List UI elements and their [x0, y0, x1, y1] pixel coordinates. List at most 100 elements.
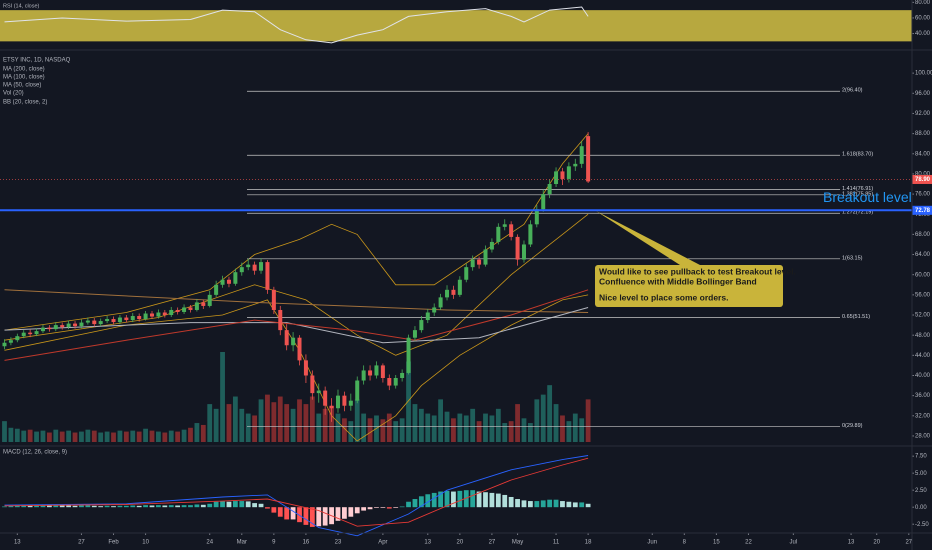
candle-body: [335, 395, 340, 409]
candle: [521, 240, 526, 263]
candle-body: [547, 184, 552, 195]
x-tick-label: 22: [745, 540, 752, 546]
candle-body: [156, 312, 161, 317]
candle: [445, 285, 450, 301]
volume-bar: [444, 411, 450, 442]
x-tick-label: 13: [424, 540, 431, 546]
candle: [464, 263, 469, 283]
volume-bar: [361, 413, 367, 442]
macd-histogram-bar: [117, 505, 123, 508]
macd-histogram-bar: [303, 507, 309, 525]
macd-histogram-bar: [91, 505, 97, 508]
candle: [92, 318, 97, 327]
volume-bar: [181, 429, 187, 442]
candle-body: [566, 166, 571, 179]
candle: [438, 293, 443, 310]
volume-bar: [245, 413, 251, 442]
candle: [291, 332, 296, 352]
volume-bar: [156, 431, 161, 442]
candle-body: [554, 171, 559, 184]
candle-body: [438, 297, 443, 308]
candle-body: [34, 331, 39, 335]
candle-body: [117, 317, 122, 323]
y-tick-label: 96.00: [915, 91, 931, 97]
macd-histogram-bar: [451, 491, 456, 508]
candle-body: [137, 316, 142, 320]
candle: [21, 330, 26, 339]
x-tick-label: Feb: [108, 540, 119, 546]
fib-label: 0.65(51.51): [842, 314, 870, 320]
moving-average: [4, 289, 589, 313]
x-tick-label: 20: [457, 540, 464, 546]
x-tick-label: 9: [272, 540, 276, 546]
candle-body: [143, 313, 148, 320]
y-tick-label: 36.00: [915, 393, 931, 399]
macd-histogram-bar: [483, 492, 488, 508]
x-tick-label: 8: [683, 540, 687, 546]
volume-bar: [252, 415, 258, 442]
macd-histogram-bar: [46, 505, 52, 508]
x-tick-label: 13: [848, 540, 855, 546]
volume-bar: [463, 415, 469, 442]
candle-body: [226, 279, 231, 284]
candle-body: [40, 327, 45, 332]
macd-histogram-bar: [136, 505, 142, 508]
macd-histogram-bar: [53, 504, 59, 508]
candle-body: [419, 320, 424, 331]
candle: [329, 398, 334, 422]
legend-entry: BB (20, close, 2): [3, 100, 47, 106]
x-tick-label: Jul: [790, 540, 798, 546]
candle-body: [2, 342, 7, 347]
callout-box: [595, 265, 783, 307]
candle-body: [483, 249, 488, 265]
candle-body: [278, 309, 283, 331]
volume-bar: [438, 399, 444, 442]
volume-bar: [386, 413, 392, 442]
candle-body: [323, 390, 328, 406]
candle: [579, 141, 584, 168]
macd-histogram-bar: [188, 505, 193, 508]
candle: [412, 326, 417, 342]
volume-bar: [495, 408, 501, 442]
fib-label: 1.414(76.91): [842, 186, 873, 192]
macd-histogram-bar: [342, 507, 347, 519]
macd-histogram-bar: [431, 492, 437, 508]
volume-bar: [123, 431, 129, 442]
price-label-box: [912, 174, 932, 184]
x-tick-label: Mar: [237, 540, 247, 546]
candle: [489, 238, 494, 253]
candle: [252, 261, 257, 275]
y-tick-label: -2.50: [915, 522, 929, 528]
candle: [316, 383, 321, 403]
macd-line: [4, 457, 589, 527]
x-tick-label: Jun: [647, 540, 657, 546]
macd-histogram-bar: [515, 499, 520, 508]
macd-histogram-bar: [265, 507, 270, 509]
volume-bar: [540, 394, 546, 442]
macd-histogram-bar: [489, 492, 495, 508]
volume-bar: [489, 415, 495, 442]
candle: [380, 363, 385, 383]
candle: [175, 307, 180, 315]
candle-body: [470, 259, 475, 268]
candle: [85, 317, 90, 325]
candle-body: [239, 267, 244, 273]
candle-body: [515, 236, 520, 260]
candle: [214, 280, 219, 297]
legend-entry: MA (50, close): [3, 83, 41, 89]
volume-bar: [560, 415, 565, 442]
chart-title: ETSY INC, 1D, NASDAQ: [3, 58, 71, 64]
candle-body: [271, 289, 276, 310]
candle: [169, 306, 174, 318]
volume-bar: [188, 427, 193, 442]
macd-histogram-bar: [104, 505, 110, 508]
candle: [541, 189, 546, 212]
macd-histogram-bar: [585, 503, 591, 508]
volume-bar: [271, 402, 277, 442]
volume-bar: [451, 418, 456, 442]
macd-histogram-bar: [258, 503, 264, 508]
candle: [47, 325, 52, 332]
volume-bar: [547, 385, 553, 442]
bollinger-band: [4, 294, 589, 442]
y-tick-label: 84.00: [915, 151, 931, 157]
